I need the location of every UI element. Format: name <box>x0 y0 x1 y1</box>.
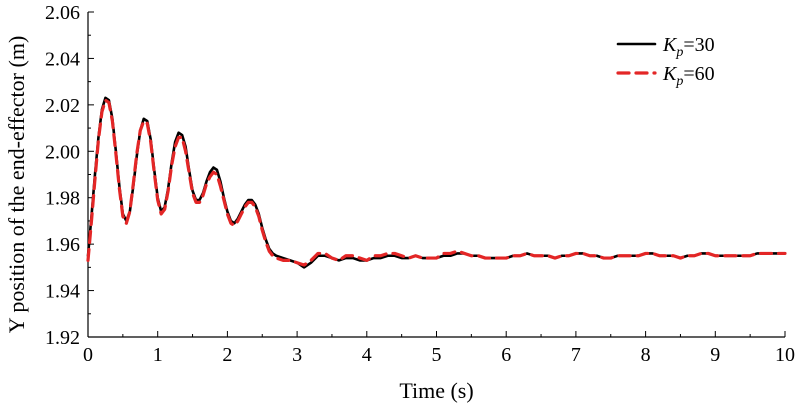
x-tick-label: 5 <box>432 344 442 366</box>
x-tick-label: 6 <box>501 344 511 366</box>
x-tick-label: 7 <box>571 344 581 366</box>
legend-label-suffix: =30 <box>683 34 714 56</box>
x-tick-label: 3 <box>292 344 302 366</box>
x-tick-label: 2 <box>222 344 232 366</box>
y-axis-title: Y position of the end-effector (m) <box>4 36 29 334</box>
legend-label-kp60: Kp=60 <box>662 63 715 89</box>
y-tick-label: 2.02 <box>45 95 80 117</box>
x-tick-label: 10 <box>775 344 795 366</box>
y-tick-label: 1.94 <box>45 281 80 303</box>
y-tick-label: 1.96 <box>45 234 80 256</box>
legend-label-suffix: =60 <box>683 63 714 85</box>
x-tick-label: 1 <box>153 344 163 366</box>
x-tick-label: 8 <box>641 344 651 366</box>
legend-label-subscript: p <box>675 45 683 60</box>
axes: 0 1 2 3 4 5 6 7 8 9 10 1.92 1.94 1.96 1.98 2.00 2.02 2.04… <box>4 2 795 403</box>
legend-label-subscript: p <box>675 74 683 89</box>
series-group <box>86 96 787 269</box>
x-axis-title: Time (s) <box>399 378 473 403</box>
series-kp60-line <box>86 98 787 267</box>
legend-label-kp30: Kp=30 <box>662 34 715 60</box>
x-tick-label: 4 <box>362 344 372 366</box>
x-tick-label: 9 <box>710 344 720 366</box>
y-tick-label: 1.98 <box>45 188 80 210</box>
y-tick-label: 2.04 <box>45 48 80 70</box>
legend-label-main: K <box>662 34 678 56</box>
y-tick-label: 2.06 <box>45 2 80 24</box>
y-tick-label: 2.00 <box>45 141 80 163</box>
y-tick-label: 1.92 <box>45 327 80 349</box>
legend-label-main: K <box>662 63 678 85</box>
x-tick-label: 0 <box>83 344 93 366</box>
